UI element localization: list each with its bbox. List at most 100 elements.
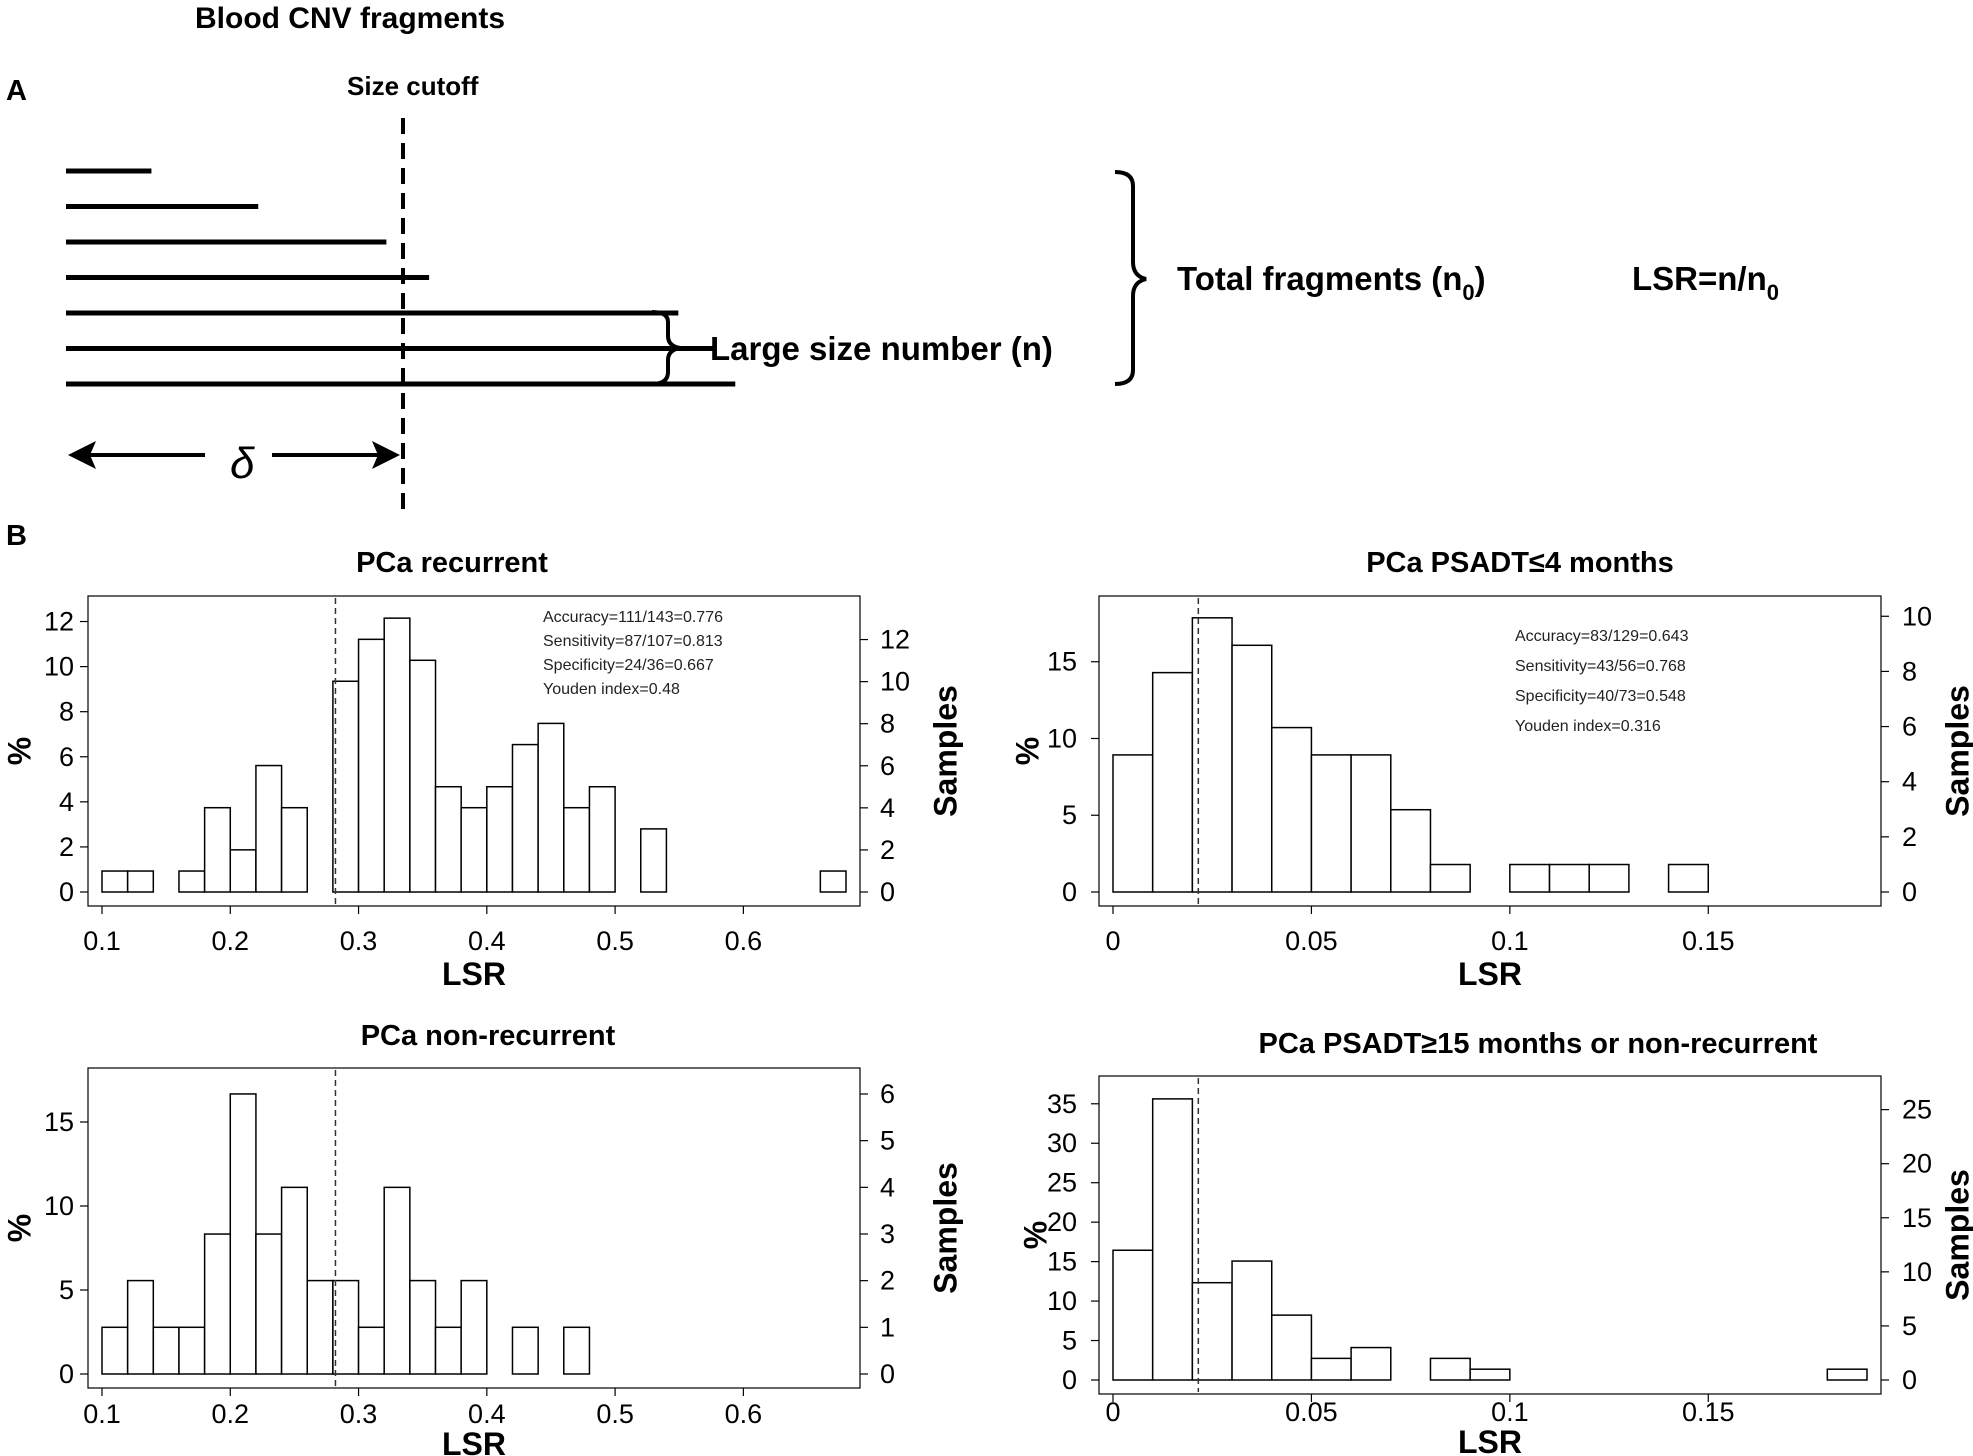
right-tick-label: 6 bbox=[1902, 712, 1917, 742]
histogram-bar bbox=[203, 1233, 232, 1375]
x-tick-label: 0.15 bbox=[1682, 926, 1735, 956]
histogram-bar bbox=[126, 1279, 155, 1375]
histogram-bar bbox=[486, 785, 514, 893]
x-tick-label: 0.5 bbox=[596, 926, 634, 956]
histogram-bar bbox=[537, 722, 565, 893]
right-tick-label: 2 bbox=[1902, 822, 1917, 852]
y-tick-label: 10 bbox=[44, 1191, 74, 1221]
right-tick-label: 10 bbox=[880, 667, 910, 697]
histogram-bar bbox=[280, 1186, 308, 1375]
total-fragments-bracket bbox=[1114, 170, 1147, 386]
histogram-bar bbox=[511, 1326, 539, 1375]
histogram-bar bbox=[357, 1326, 385, 1375]
histogram-bar bbox=[306, 1279, 334, 1375]
histogram-bar bbox=[1270, 1314, 1313, 1381]
histogram-bar bbox=[1310, 1357, 1352, 1381]
right-tick-label: 12 bbox=[880, 625, 910, 655]
x-tick-label: 0.1 bbox=[83, 1399, 121, 1429]
histogram-bar bbox=[1826, 1368, 1868, 1381]
y-tick-label: 15 bbox=[1047, 647, 1077, 677]
y-tick-label: 30 bbox=[1047, 1128, 1077, 1158]
stat-annotation: Sensitivity=43/56=0.768 bbox=[1515, 658, 1686, 675]
right-tick-label: 6 bbox=[880, 751, 895, 781]
x-tick-label: 0.1 bbox=[1491, 926, 1529, 956]
x-tick-label: 0.2 bbox=[212, 926, 250, 956]
y-tick-label: 6 bbox=[59, 742, 74, 772]
histogram-bar bbox=[434, 1326, 462, 1375]
right-tick-label: 0 bbox=[1902, 1365, 1917, 1395]
right-tick-label: 10 bbox=[1902, 1257, 1932, 1287]
y-tick-label: 10 bbox=[44, 652, 74, 682]
delta-arrowhead-right bbox=[372, 441, 400, 469]
histogram-bar bbox=[1390, 808, 1432, 893]
plot-frame bbox=[87, 595, 861, 907]
y-tick-label: 5 bbox=[59, 1275, 74, 1305]
x-tick-label: 0.05 bbox=[1285, 926, 1338, 956]
right-tick-label: 0 bbox=[880, 1359, 895, 1389]
x-tick-label: 0.6 bbox=[725, 926, 763, 956]
x-tick-label: 0.6 bbox=[725, 1399, 763, 1429]
chart-title: PCa PSADT≥15 months or non-recurrent bbox=[1259, 1028, 1818, 1060]
chart-title: PCa PSADT≤4 months bbox=[1366, 547, 1674, 579]
right-tick-label: 15 bbox=[1902, 1203, 1932, 1233]
right-tick-label: 10 bbox=[1902, 601, 1932, 631]
x-tick-label: 0.15 bbox=[1682, 1397, 1735, 1427]
x-tick-label: 0.4 bbox=[468, 1399, 506, 1429]
histogram-bar bbox=[1231, 1260, 1273, 1381]
right-tick-label: 5 bbox=[880, 1126, 895, 1156]
histogram-bar bbox=[255, 1233, 283, 1375]
total-fragments-label: Total fragments (n0) bbox=[1177, 260, 1486, 305]
histogram-bar bbox=[1429, 863, 1471, 893]
right-tick-label: 4 bbox=[1902, 767, 1917, 797]
x-axis-label: LSR bbox=[1458, 1424, 1522, 1456]
x-axis-label: LSR bbox=[442, 1426, 506, 1456]
histogram-bar bbox=[1270, 726, 1313, 893]
stat-annotation: Sensitivity=87/107=0.813 bbox=[543, 633, 723, 650]
plot-frame bbox=[1098, 595, 1882, 907]
histogram-bar bbox=[1112, 1249, 1154, 1381]
x-axis-label: LSR bbox=[442, 956, 506, 992]
y-tick-label: 2 bbox=[59, 832, 74, 862]
histogram-bar bbox=[1509, 863, 1551, 893]
histogram-bar bbox=[178, 870, 206, 893]
histogram-bar bbox=[1151, 671, 1194, 893]
histogram-bar bbox=[383, 617, 411, 893]
right-axis-label: Samples bbox=[927, 685, 963, 817]
histogram-bar bbox=[460, 806, 488, 893]
histogram-bar bbox=[332, 680, 360, 893]
right-tick-label: 25 bbox=[1902, 1095, 1932, 1125]
x-tick-label: 0.3 bbox=[340, 1399, 378, 1429]
y-tick-label: 0 bbox=[1062, 877, 1077, 907]
histogram-bar bbox=[1310, 754, 1352, 893]
right-tick-label: 3 bbox=[880, 1219, 895, 1249]
histogram-2: 0 5 10 15 0 2 4 6 8 10 0 0.05 0.1 0.15 PCa PSADT≤4 mon… bbox=[1009, 547, 1973, 992]
y-axis-label: % bbox=[1, 737, 37, 765]
large-size-bracket bbox=[651, 310, 681, 386]
histogram-bar bbox=[1350, 754, 1392, 893]
histogram-bar bbox=[255, 764, 283, 893]
histogram-bar bbox=[357, 638, 385, 893]
histogram-3: 0 5 10 15 0 1 2 3 4 5 6 0.1 0.2 0.3 0.4 0.5 0.6 PCa non-r… bbox=[1, 1020, 963, 1456]
histogram-bar bbox=[640, 828, 668, 893]
histogram-bar bbox=[511, 743, 539, 893]
stat-annotation: Accuracy=111/143=0.776 bbox=[543, 609, 723, 626]
plot-frame bbox=[87, 1067, 861, 1389]
histogram-bar bbox=[203, 806, 232, 893]
histogram-bar bbox=[101, 870, 129, 893]
panel-b-label: B bbox=[6, 520, 27, 552]
y-tick-label: 5 bbox=[1062, 800, 1077, 830]
y-tick-label: 15 bbox=[44, 1107, 74, 1137]
y-tick-label: 0 bbox=[59, 877, 74, 907]
histogram-bar bbox=[280, 806, 308, 893]
right-axis-label: Samples bbox=[1939, 685, 1973, 817]
right-tick-label: 8 bbox=[1902, 656, 1917, 686]
right-tick-label: 0 bbox=[880, 877, 895, 907]
right-tick-label: 6 bbox=[880, 1079, 895, 1109]
histogram-bar bbox=[1350, 1346, 1392, 1381]
histogram-bar bbox=[409, 659, 437, 893]
y-tick-label: 8 bbox=[59, 697, 74, 727]
right-axis-label: Samples bbox=[927, 1162, 963, 1294]
histogram-bar bbox=[229, 849, 257, 893]
